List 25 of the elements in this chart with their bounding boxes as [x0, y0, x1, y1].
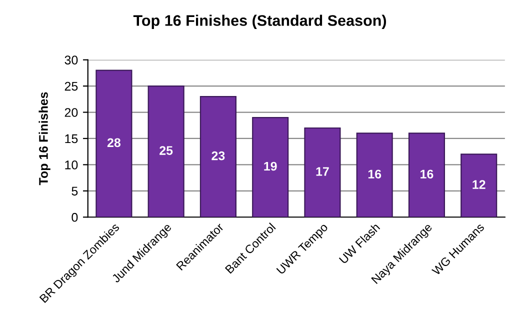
bar — [408, 132, 446, 218]
data-label: 25 — [160, 146, 173, 155]
bar — [200, 96, 236, 218]
bar — [148, 86, 184, 218]
y-tick-label: 15 — [65, 134, 78, 144]
data-label: 28 — [107, 138, 121, 148]
data-label: 16 — [420, 170, 434, 179]
data-label: 16 — [368, 170, 382, 179]
y-tick-label: 20 — [64, 108, 78, 117]
y-tick-label: 5 — [72, 186, 78, 196]
bar — [460, 154, 498, 218]
y-tick-label: 25 — [64, 82, 78, 91]
data-label: 19 — [264, 162, 277, 171]
bar — [96, 70, 132, 218]
y-tick-label: 30 — [64, 56, 78, 64]
y-tick-label: 0 — [72, 212, 78, 222]
y-axis-title: Top 16 Finishes — [38, 92, 50, 186]
bar — [304, 127, 341, 218]
data-label: 23 — [212, 151, 225, 160]
data-label: 12 — [472, 180, 486, 189]
data-label: 17 — [316, 167, 329, 176]
chart-title: Top 16 Finishes (Standard Season) — [133, 14, 386, 29]
bar — [356, 132, 393, 218]
y-tick-label: 10 — [65, 160, 78, 170]
bar — [252, 116, 289, 218]
